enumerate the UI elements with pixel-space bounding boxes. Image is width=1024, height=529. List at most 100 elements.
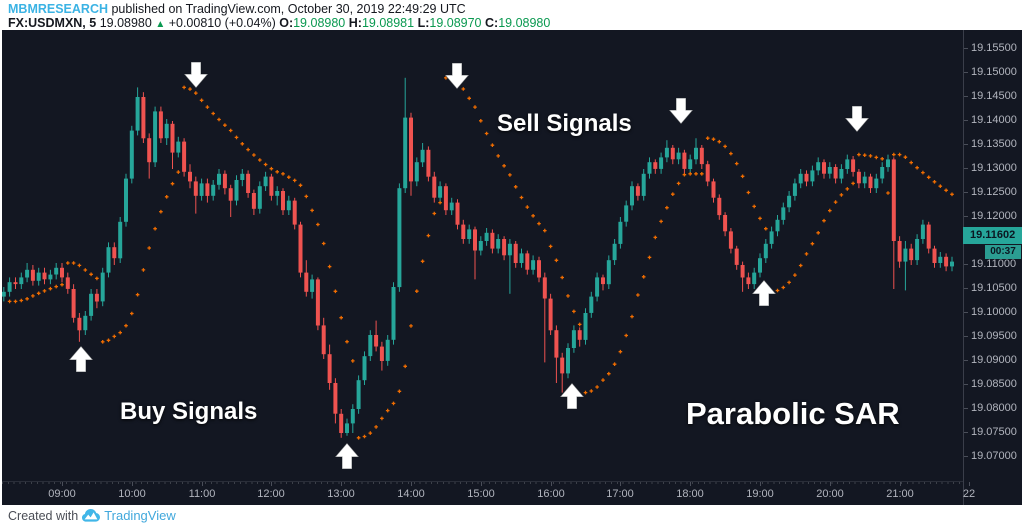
time-tick: [202, 482, 203, 486]
candle-body: [432, 176, 437, 198]
candle-body: [641, 173, 646, 196]
price-tick: [964, 48, 968, 49]
candle-body: [65, 277, 70, 289]
candle-body: [926, 224, 931, 249]
candle-body: [816, 162, 821, 171]
author-name[interactable]: MBMRESEARCH: [8, 2, 108, 16]
current-price-label[interactable]: 19.11602: [963, 227, 1022, 244]
open-value: 19.08980: [293, 16, 346, 30]
candle-body: [589, 296, 594, 313]
candle-body: [775, 219, 780, 232]
candle-body: [77, 317, 82, 331]
time-tick-label: 18:00: [676, 488, 704, 500]
candle-body: [292, 200, 297, 225]
candle-body: [83, 315, 88, 331]
price-axis[interactable]: 19.15500 19.15000 19.14500 19.14000 19.13500…: [963, 30, 1023, 505]
candle-body: [124, 178, 128, 222]
candle-body: [862, 176, 867, 184]
candle-body: [897, 241, 902, 262]
candle-body: [100, 272, 105, 302]
candle-body: [467, 229, 472, 239]
symbol-label[interactable]: FX:USDMXN, 5: [8, 16, 97, 30]
candlestick-plot[interactable]: [2, 30, 963, 481]
price-tick-label: 19.14500: [971, 90, 1017, 102]
price-tick-label: 19.09500: [971, 330, 1017, 342]
candle-body: [554, 330, 559, 358]
buy-arrow-icon: [750, 279, 778, 311]
time-axis[interactable]: 09:00 10:00 11:00 12:00 13:00 14:00 15:00 16:00…: [2, 481, 975, 506]
low-value: 19.08970: [429, 16, 482, 30]
price-tick-label: 19.12500: [971, 186, 1017, 198]
candle-body: [682, 152, 687, 169]
candle-body: [234, 180, 239, 201]
candle-body: [624, 205, 629, 222]
candle-body: [333, 383, 338, 414]
candle-body: [874, 178, 879, 189]
candle-body: [950, 261, 954, 267]
candle-body: [839, 169, 844, 179]
price-tick: [964, 120, 968, 121]
candle-body: [188, 171, 192, 182]
candle-body: [537, 260, 541, 278]
candle-body: [205, 183, 210, 196]
candle-body: [734, 248, 739, 265]
candle-body: [275, 191, 280, 196]
candle-body: [304, 272, 309, 292]
candle-body: [717, 197, 722, 216]
last-price: 19.08980: [99, 16, 152, 30]
price-tick: [964, 144, 968, 145]
candle-body: [560, 357, 565, 374]
candle-body: [711, 181, 716, 198]
low-label: L:: [417, 16, 430, 30]
candle-body: [339, 413, 344, 433]
sell-signals-annotation: Sell Signals: [497, 110, 632, 137]
up-triangle-icon: ▲: [155, 19, 166, 30]
candle-body: [769, 231, 774, 244]
time-tick-label: 16:00: [537, 488, 565, 500]
candle-body: [856, 171, 861, 184]
time-tick-label: 12:00: [257, 488, 285, 500]
candle-body: [409, 117, 413, 182]
candle-body: [315, 279, 320, 326]
time-tick-label: 19:00: [746, 488, 774, 500]
price-tick: [964, 432, 968, 433]
chart-container[interactable]: Sell Signals Buy Signals Parabolic SAR 1…: [2, 30, 1022, 505]
candle-body: [752, 272, 757, 285]
candle-body: [490, 232, 495, 249]
candle-body: [804, 173, 809, 182]
candle-body: [147, 138, 152, 163]
time-tick: [481, 482, 482, 486]
candle-body: [129, 130, 134, 179]
candle-body: [42, 272, 47, 280]
published-text: published on TradingView.com, October 30…: [111, 2, 466, 16]
candle-body: [513, 243, 518, 263]
price-tick: [964, 216, 968, 217]
candle-body: [158, 111, 163, 139]
tradingview-logo-icon[interactable]: [82, 509, 101, 522]
time-tick: [690, 482, 691, 486]
plot-svg: [2, 76, 954, 440]
candle-body: [449, 202, 454, 211]
price-tick-label: 19.08000: [971, 402, 1017, 414]
candle-body: [350, 409, 355, 424]
candle-body: [519, 253, 524, 263]
candle-body: [705, 164, 710, 182]
candle-body: [932, 248, 937, 263]
candle-body: [542, 277, 547, 299]
candle-body: [525, 253, 530, 270]
candle-body: [193, 181, 198, 196]
candle-body: [647, 162, 652, 174]
time-tick: [62, 482, 63, 486]
candle-body: [868, 176, 873, 189]
time-tick-label: 10:00: [118, 488, 146, 500]
tradingview-brand-text[interactable]: TradingView: [104, 508, 176, 523]
candle-body: [13, 282, 18, 285]
time-tick-label: 20:00: [816, 488, 844, 500]
sell-arrow-icon: [182, 61, 210, 93]
candle-body: [903, 248, 908, 262]
price-tick: [964, 336, 968, 337]
candle-body: [740, 265, 745, 278]
candle-body: [880, 167, 885, 179]
candle-body: [891, 159, 896, 241]
candle-body: [653, 162, 658, 169]
